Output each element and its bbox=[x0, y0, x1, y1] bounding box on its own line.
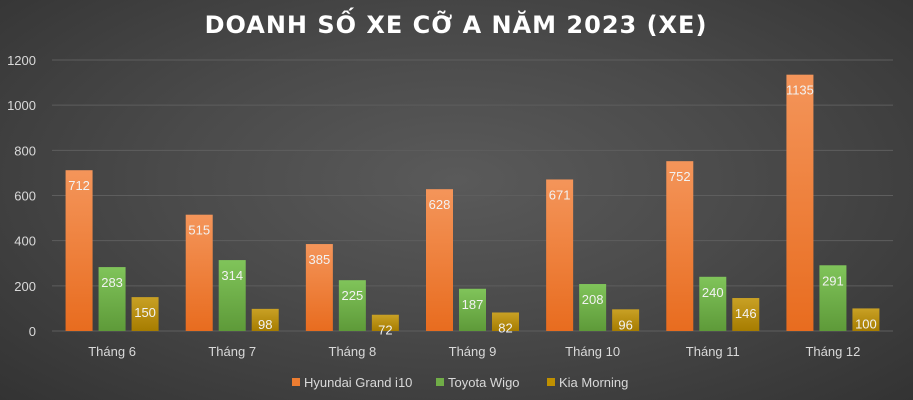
bar bbox=[612, 309, 640, 331]
legend: Hyundai Grand i10 Toyota Wigo Kia Morning bbox=[292, 375, 628, 390]
legend-swatch bbox=[292, 378, 300, 386]
bar bbox=[459, 288, 486, 331]
data-label: 712 bbox=[68, 178, 90, 193]
legend-swatch bbox=[436, 378, 444, 386]
bar bbox=[98, 267, 126, 331]
bar bbox=[185, 214, 213, 331]
x-tick-label: Tháng 10 bbox=[565, 344, 620, 359]
x-axis-ticks: Tháng 6 Tháng 7 Tháng 8 Tháng 9 Tháng 10 Thán… bbox=[88, 344, 860, 359]
bar bbox=[65, 170, 93, 331]
y-tick-label: 600 bbox=[14, 189, 36, 204]
bar bbox=[492, 312, 519, 331]
legend-swatch bbox=[547, 378, 555, 386]
x-tick-label: Tháng 6 bbox=[88, 344, 136, 359]
chart-title: DOANH SỐ XE CỠ A NĂM 2023 (XE) bbox=[205, 6, 708, 39]
y-tick-label: 1200 bbox=[7, 53, 36, 68]
bar bbox=[819, 265, 847, 331]
bar bbox=[305, 244, 333, 331]
bar bbox=[786, 74, 814, 331]
bar bbox=[251, 308, 279, 331]
bar bbox=[371, 314, 399, 331]
data-label: 82 bbox=[498, 320, 512, 335]
data-label: 100 bbox=[855, 316, 877, 331]
data-label: 225 bbox=[342, 288, 364, 303]
bar bbox=[546, 179, 574, 331]
bars bbox=[65, 74, 880, 331]
data-label: 752 bbox=[669, 169, 691, 184]
bar bbox=[218, 260, 246, 331]
data-label: 96 bbox=[618, 317, 632, 332]
y-tick-label: 200 bbox=[14, 279, 36, 294]
data-label: 240 bbox=[702, 285, 724, 300]
x-tick-label: Tháng 8 bbox=[329, 344, 377, 359]
bar bbox=[131, 297, 159, 331]
legend-label: Kia Morning bbox=[559, 375, 628, 390]
y-tick-label: 1000 bbox=[7, 98, 36, 113]
x-tick-label: Tháng 12 bbox=[805, 344, 860, 359]
bar bbox=[852, 308, 880, 331]
data-label: 628 bbox=[429, 197, 451, 212]
data-label: 283 bbox=[101, 275, 123, 290]
bar bbox=[666, 161, 694, 331]
data-label: 146 bbox=[735, 306, 757, 321]
y-tick-label: 800 bbox=[14, 143, 36, 158]
bar bbox=[579, 284, 607, 331]
data-label: 1135 bbox=[786, 83, 814, 98]
data-label: 385 bbox=[309, 252, 331, 267]
data-label: 208 bbox=[582, 292, 604, 307]
data-label: 187 bbox=[462, 297, 484, 312]
y-tick-label: 0 bbox=[29, 324, 36, 339]
data-label: 671 bbox=[549, 187, 571, 202]
bar bbox=[338, 280, 366, 331]
legend-label: Toyota Wigo bbox=[448, 375, 520, 390]
data-label: 515 bbox=[188, 223, 210, 238]
bar bbox=[699, 276, 727, 331]
data-label: 98 bbox=[258, 317, 272, 332]
y-axis-ticks: 0 200 400 600 800 1000 1200 bbox=[7, 53, 36, 339]
data-label: 314 bbox=[221, 268, 243, 283]
data-label: 72 bbox=[378, 323, 392, 338]
x-tick-label: Tháng 7 bbox=[208, 344, 256, 359]
bar bbox=[426, 189, 453, 331]
y-tick-label: 400 bbox=[14, 234, 36, 249]
data-label: 150 bbox=[134, 305, 156, 320]
legend-label: Hyundai Grand i10 bbox=[304, 375, 412, 390]
data-labels: 712 283 150 515 314 98 385 225 72 628 187 82 671 208 9… bbox=[68, 83, 877, 338]
x-tick-label: Tháng 9 bbox=[449, 344, 497, 359]
data-label: 291 bbox=[822, 273, 844, 288]
bar bbox=[732, 298, 760, 331]
x-tick-label: Tháng 11 bbox=[686, 344, 740, 359]
